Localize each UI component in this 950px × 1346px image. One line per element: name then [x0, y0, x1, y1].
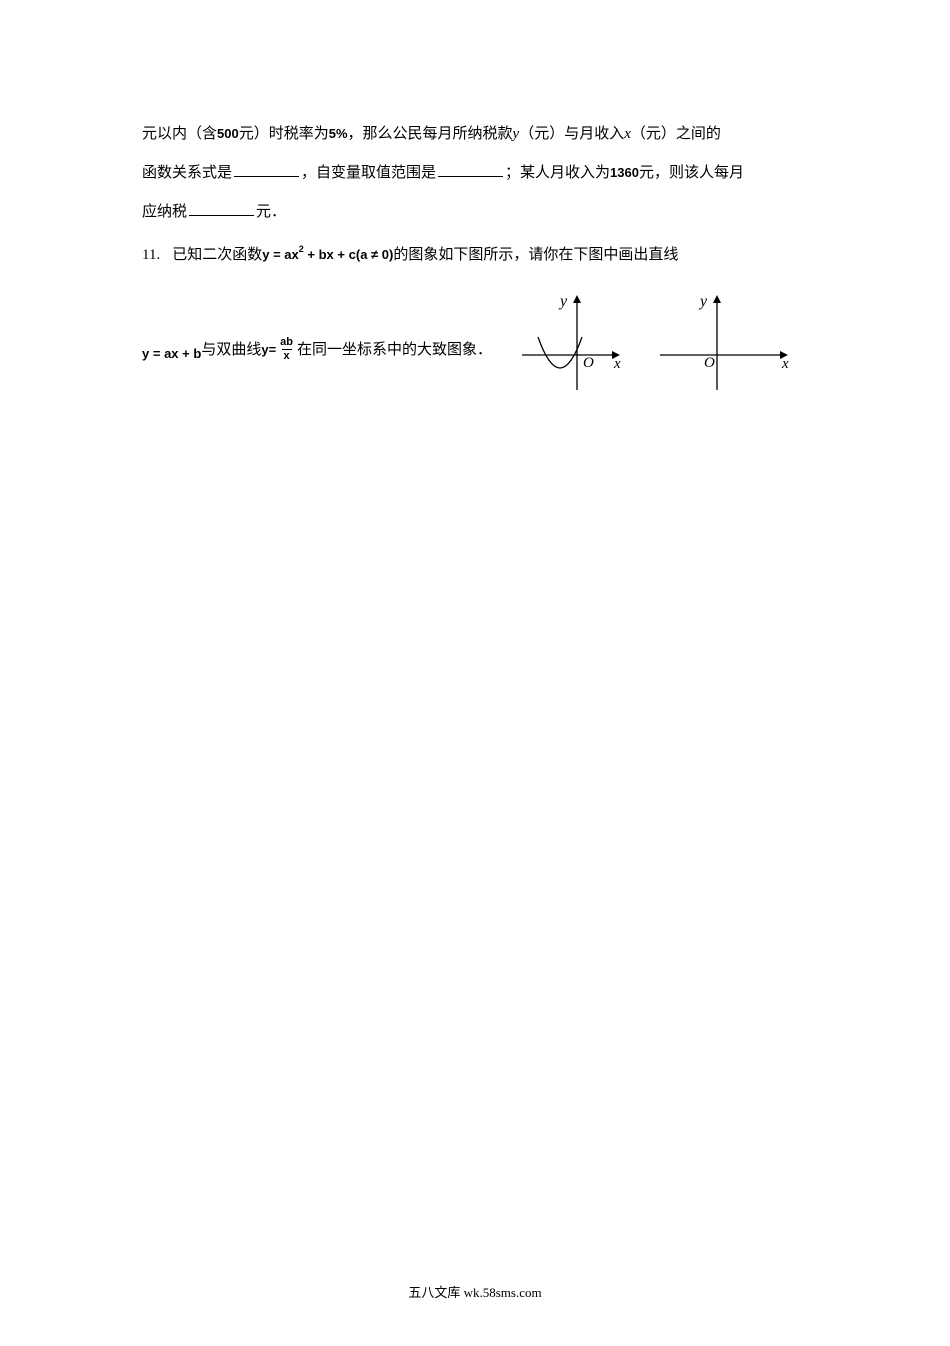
variable-y: y — [513, 115, 520, 154]
text: 的图象如下图所示，请你在下图中画出直线 — [393, 236, 678, 275]
text-line-3: 应纳税 元． — [142, 193, 808, 232]
amount-1360: 1360 — [610, 156, 639, 190]
x-label: x — [613, 356, 621, 372]
text: （元）之间的 — [631, 115, 721, 154]
text: 与双曲线 — [201, 331, 261, 370]
blank-2 — [438, 162, 503, 177]
question-11-line-2: y = ax + b 与双曲线 y = ab x 在同一坐标系中的大致图象． — [142, 331, 492, 370]
equation-1: y = ax2 + bx + c(a ≠ 0) — [262, 238, 393, 272]
fraction-denominator: x — [282, 349, 292, 362]
text: ，自变量取值范围是 — [301, 154, 436, 193]
tax-rate: 5% — [329, 117, 348, 151]
origin-label: O — [583, 355, 594, 371]
graph-left-svg: y O x — [502, 295, 652, 405]
footer-text: 五八文库 wk.58sms.com — [408, 1285, 541, 1300]
text: 已知二次函数 — [172, 236, 262, 275]
y-label: y — [698, 295, 708, 310]
text: 元以内（含 — [142, 115, 217, 154]
document-content: 元以内（含 500 元）时税率为 5% ，那么公民每月所纳税款 y （元）与月收… — [0, 0, 950, 405]
text: 应纳税 — [142, 193, 187, 232]
graph-right: y O x — [652, 295, 802, 405]
text: 元． — [256, 193, 286, 232]
equation-2: y = ax + b — [142, 337, 201, 371]
fraction: ab x — [278, 337, 295, 362]
text: 元）时税率为 — [239, 115, 329, 154]
question-11-line-2-wrap: y = ax + b 与双曲线 y = ab x 在同一坐标系中的大致图象． — [142, 295, 808, 405]
question-11-line-1: 11. 已知二次函数 y = ax2 + bx + c(a ≠ 0) 的图象如下… — [142, 236, 808, 275]
y-axis-arrow — [713, 295, 721, 303]
text-line-2: 函数关系式是 ，自变量取值范围是 ；某人月收入为 1360 元，则该人每月 — [142, 154, 808, 193]
text: ，那么公民每月所纳税款 — [348, 115, 513, 154]
text: 元，则该人每月 — [639, 154, 744, 193]
page-footer: 五八文库 wk.58sms.com — [0, 1282, 950, 1301]
text: 函数关系式是 — [142, 154, 232, 193]
graph-right-svg: y O x — [652, 295, 802, 405]
text: ；某人月收入为 — [505, 154, 610, 193]
blank-3 — [189, 201, 254, 216]
coordinate-graphs: y O x y O x — [502, 295, 802, 405]
text: 在同一坐标系中的大致图象． — [297, 331, 492, 370]
fraction-numerator: ab — [278, 337, 295, 349]
amount-500: 500 — [217, 117, 239, 151]
variable-x: x — [624, 115, 631, 154]
graph-left: y O x — [502, 295, 652, 405]
question-number: 11. — [142, 236, 160, 275]
parabola — [538, 337, 582, 368]
text-line-1: 元以内（含 500 元）时税率为 5% ，那么公民每月所纳税款 y （元）与月收… — [142, 115, 808, 154]
y-axis-arrow — [573, 295, 581, 303]
x-label: x — [781, 356, 789, 372]
equation-3: y = ab x — [261, 333, 297, 367]
text: （元）与月收入 — [519, 115, 624, 154]
y-label: y — [558, 295, 568, 310]
blank-1 — [234, 162, 299, 177]
origin-label: O — [704, 355, 715, 371]
